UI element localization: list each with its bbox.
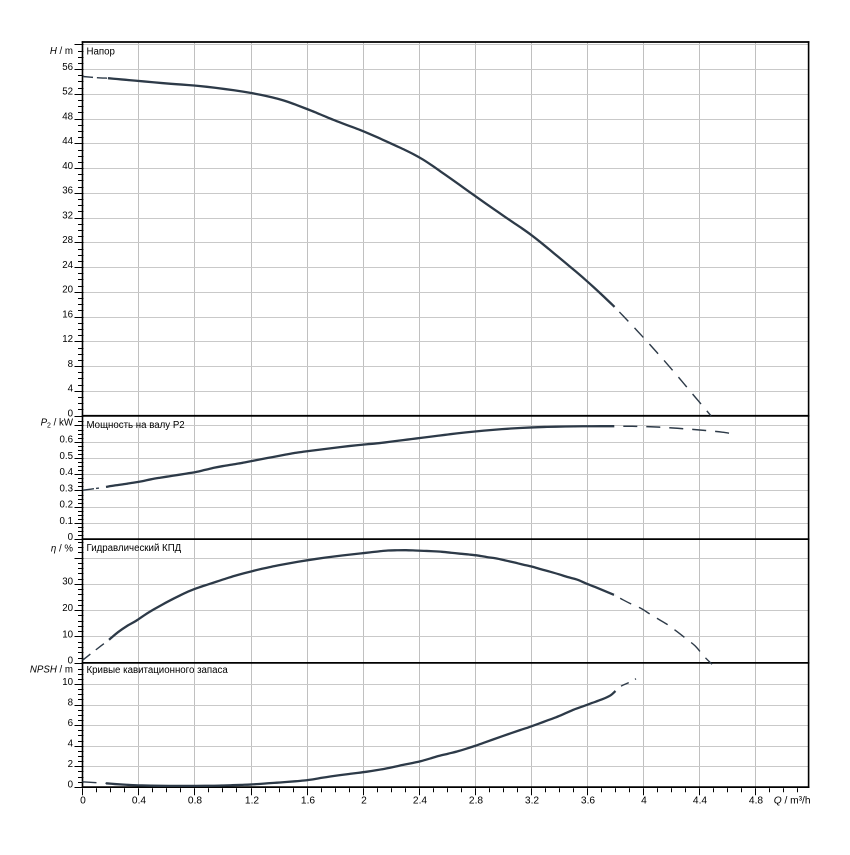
svg-text:30: 30 bbox=[62, 577, 73, 588]
svg-text:16: 16 bbox=[62, 309, 73, 320]
svg-text:0.8: 0.8 bbox=[188, 796, 202, 807]
svg-text:52: 52 bbox=[62, 87, 73, 98]
svg-text:8: 8 bbox=[68, 359, 73, 370]
svg-text:40: 40 bbox=[62, 161, 73, 172]
svg-text:0.2: 0.2 bbox=[60, 500, 73, 511]
svg-text:3.6: 3.6 bbox=[581, 796, 595, 807]
svg-text:2.4: 2.4 bbox=[413, 796, 427, 807]
svg-text:20: 20 bbox=[62, 603, 73, 614]
svg-text:0.3: 0.3 bbox=[60, 483, 73, 494]
svg-text:4.4: 4.4 bbox=[693, 796, 707, 807]
svg-text:32: 32 bbox=[62, 210, 73, 221]
svg-text:12: 12 bbox=[62, 334, 73, 345]
svg-text:η / %: η / % bbox=[51, 543, 73, 554]
svg-text:48: 48 bbox=[62, 111, 73, 122]
svg-text:Кривые кавитационного запаса: Кривые кавитационного запаса bbox=[87, 665, 229, 676]
svg-text:NPSH / m: NPSH / m bbox=[30, 665, 73, 676]
svg-text:2: 2 bbox=[68, 759, 73, 770]
svg-text:36: 36 bbox=[62, 186, 73, 197]
svg-text:44: 44 bbox=[62, 136, 73, 147]
svg-text:20: 20 bbox=[62, 285, 73, 296]
svg-text:0: 0 bbox=[68, 532, 74, 543]
svg-text:0.4: 0.4 bbox=[132, 796, 146, 807]
svg-text:2: 2 bbox=[361, 796, 367, 807]
svg-text:8: 8 bbox=[68, 697, 73, 708]
svg-text:56: 56 bbox=[62, 62, 73, 73]
svg-text:3.2: 3.2 bbox=[525, 796, 539, 807]
svg-text:H / m: H / m bbox=[50, 46, 73, 57]
svg-text:P2 / kW: P2 / kW bbox=[41, 417, 74, 429]
svg-text:0: 0 bbox=[80, 796, 86, 807]
svg-text:6: 6 bbox=[68, 718, 73, 729]
svg-text:10: 10 bbox=[62, 677, 73, 688]
svg-text:0: 0 bbox=[68, 408, 74, 419]
svg-text:28: 28 bbox=[62, 235, 73, 246]
svg-text:2.8: 2.8 bbox=[469, 796, 483, 807]
svg-text:4.8: 4.8 bbox=[749, 796, 763, 807]
svg-text:Гидравлический КПД: Гидравлический КПД bbox=[87, 543, 182, 554]
svg-text:Q / m³/h: Q / m³/h bbox=[774, 796, 811, 807]
svg-text:4: 4 bbox=[68, 384, 74, 395]
svg-text:Напор: Напор bbox=[87, 47, 115, 58]
svg-text:0: 0 bbox=[68, 656, 74, 667]
svg-text:0.5: 0.5 bbox=[60, 451, 73, 462]
svg-text:4: 4 bbox=[641, 796, 647, 807]
svg-text:10: 10 bbox=[62, 629, 73, 640]
svg-text:24: 24 bbox=[62, 260, 73, 271]
svg-text:0.4: 0.4 bbox=[60, 467, 74, 478]
svg-text:0: 0 bbox=[68, 780, 74, 791]
svg-text:Мощность на валу P2: Мощность на валу P2 bbox=[87, 420, 185, 431]
svg-text:0.1: 0.1 bbox=[60, 516, 73, 527]
svg-text:1.2: 1.2 bbox=[245, 796, 259, 807]
svg-text:4: 4 bbox=[68, 739, 74, 750]
svg-text:1.6: 1.6 bbox=[301, 796, 315, 807]
svg-text:0.6: 0.6 bbox=[60, 435, 73, 446]
